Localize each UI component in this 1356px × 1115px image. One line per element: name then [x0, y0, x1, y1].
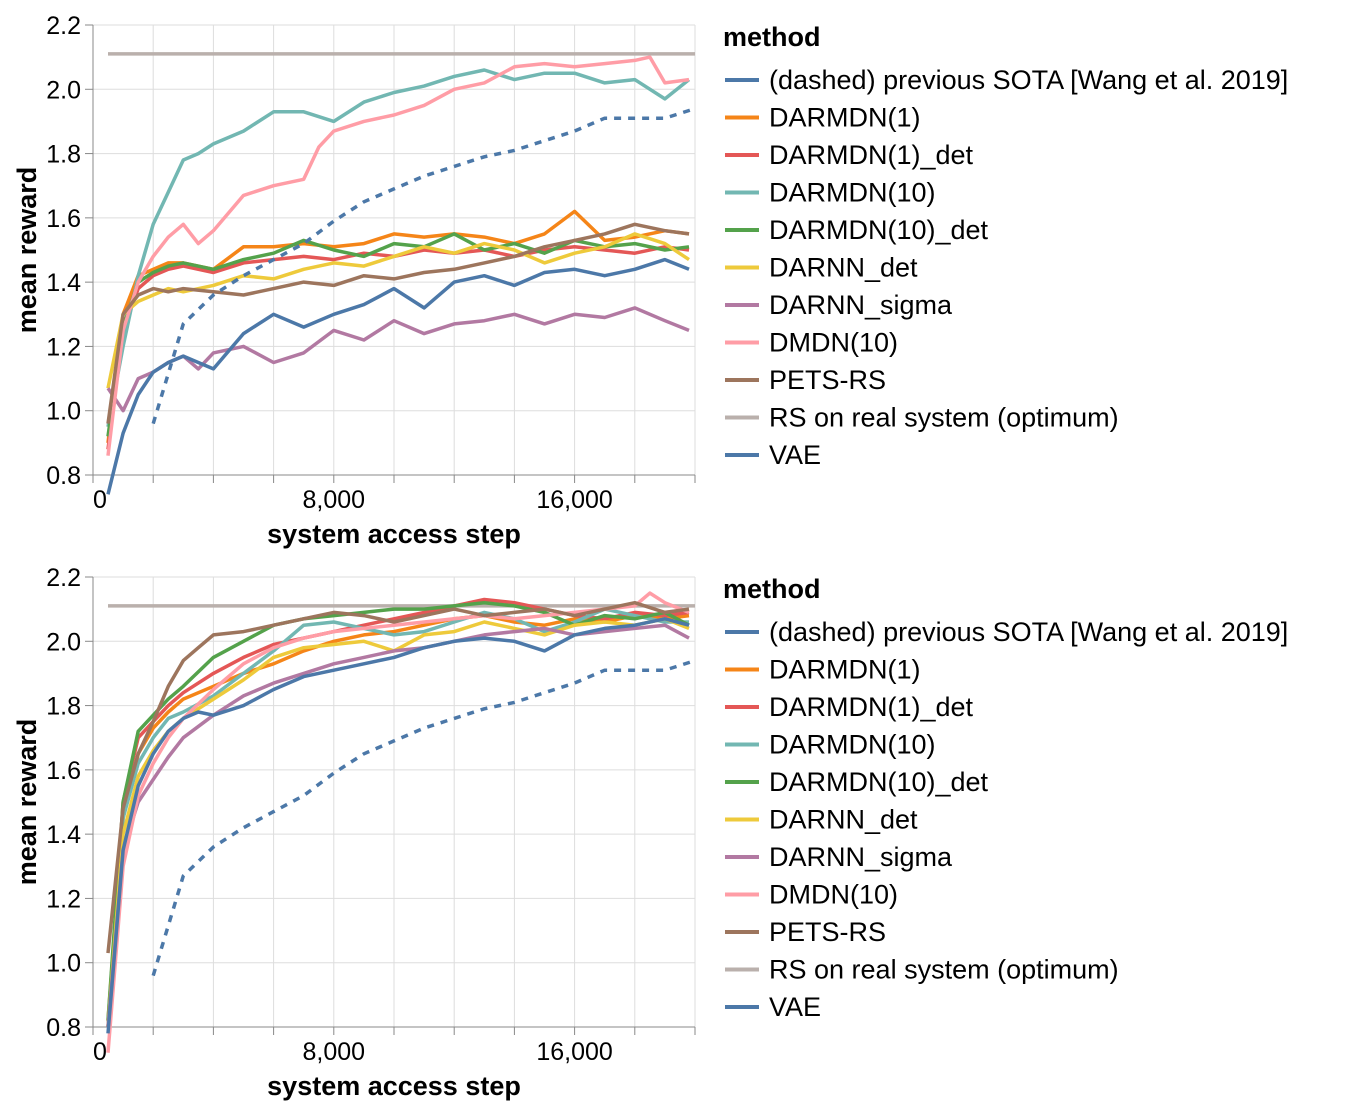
series-line-dashed-previous-sota-wang-et-al-2019 — [151, 106, 696, 425]
y-axis-title: mean reward — [12, 167, 42, 334]
legend-label: (dashed) previous SOTA [Wang et al. 2019… — [769, 617, 1288, 647]
y-tick-label: 1.4 — [46, 269, 81, 297]
chart-panel-bottom: 0.8 1.0 1.2 1.4 1.6 1.8 2.0 2.2 0 8,000 16,000 syst… — [12, 564, 1288, 1101]
y-tick-label: 1.8 — [46, 693, 81, 721]
series-line-dashed-previous-sota-wang-et-al-2019 — [151, 658, 696, 977]
x-tick-label: 16,000 — [536, 1038, 612, 1066]
y-tick-label: 1.2 — [46, 885, 81, 913]
series-line-darnn-det — [106, 617, 690, 1028]
legend-label: VAE — [769, 992, 821, 1022]
series-line-vae — [106, 617, 690, 1034]
y-tick-label: 2.0 — [46, 76, 81, 104]
y-tick-label: 2.2 — [46, 12, 81, 40]
series-line-darmdn-10-det — [106, 232, 690, 437]
series-line-darmdn-1-det — [106, 245, 690, 450]
legend-label: DARMDN(10) — [769, 730, 936, 760]
legend-label: DARNN_det — [769, 805, 918, 835]
y-tick-label: 1.4 — [46, 821, 81, 849]
legend-label: VAE — [769, 440, 821, 470]
legend-label: DARMDN(10)_det — [769, 767, 989, 797]
y-tick-label: 0.8 — [46, 1014, 81, 1042]
legend-label: RS on real system (optimum) — [769, 955, 1119, 985]
legend-label: DARMDN(1)_det — [769, 140, 974, 170]
legend-title: method — [723, 22, 821, 52]
x-tick-label: 0 — [93, 1038, 107, 1066]
y-tick-label: 1.2 — [46, 333, 81, 361]
legend-title: method — [723, 574, 821, 604]
legend-label: DARMDN(1) — [769, 655, 921, 685]
y-axis-title: mean reward — [12, 719, 42, 886]
x-axis-title: system access step — [267, 519, 521, 549]
series-line-vae — [106, 257, 690, 495]
legend-label: RS on real system (optimum) — [769, 403, 1119, 433]
y-tick-label: 1.0 — [46, 398, 81, 426]
series-line-dmdn-10 — [106, 55, 690, 456]
legend-label: DARMDN(10) — [769, 178, 936, 208]
legend-label: DARMDN(10)_det — [769, 215, 989, 245]
series-line-darmdn-1 — [106, 613, 690, 1021]
legend-label: DARMDN(1)_det — [769, 692, 974, 722]
legend-label: PETS-RS — [769, 917, 886, 947]
series-line-pets-rs — [106, 222, 690, 424]
legend-label: DARNN_sigma — [769, 842, 953, 872]
x-tick-label: 16,000 — [536, 486, 612, 514]
legend-label: PETS-RS — [769, 365, 886, 395]
y-tick-label: 2.2 — [46, 564, 81, 592]
y-tick-label: 0.8 — [46, 462, 81, 490]
y-tick-label: 1.6 — [46, 757, 81, 785]
x-tick-label: 8,000 — [303, 1038, 366, 1066]
legend-label: DMDN(10) — [769, 328, 898, 358]
legend-label: (dashed) previous SOTA [Wang et al. 2019… — [769, 65, 1288, 95]
y-tick-label: 1.6 — [46, 205, 81, 233]
series-line-dmdn-10 — [106, 591, 690, 1053]
series-line-darmdn-10-det — [106, 600, 690, 1021]
series-line-darmdn-1 — [106, 209, 690, 444]
y-tick-label: 1.8 — [46, 141, 81, 169]
x-axis-title: system access step — [267, 1071, 521, 1101]
series-line-pets-rs — [106, 600, 690, 954]
x-tick-label: 8,000 — [303, 486, 366, 514]
series-line-darmdn-10 — [106, 68, 691, 428]
x-tick-label: 0 — [93, 486, 107, 514]
legend-label: DARMDN(1) — [769, 103, 921, 133]
legend-label: DARNN_sigma — [769, 290, 953, 320]
chart-panel-top: 0.8 1.0 1.2 1.4 1.6 1.8 2.0 2.2 0 8,000 16,000 syst… — [12, 12, 1288, 549]
y-tick-label: 2.0 — [46, 628, 81, 656]
legend-label: DARNN_det — [769, 253, 918, 283]
y-tick-label: 1.0 — [46, 950, 81, 978]
legend-label: DMDN(10) — [769, 880, 898, 910]
